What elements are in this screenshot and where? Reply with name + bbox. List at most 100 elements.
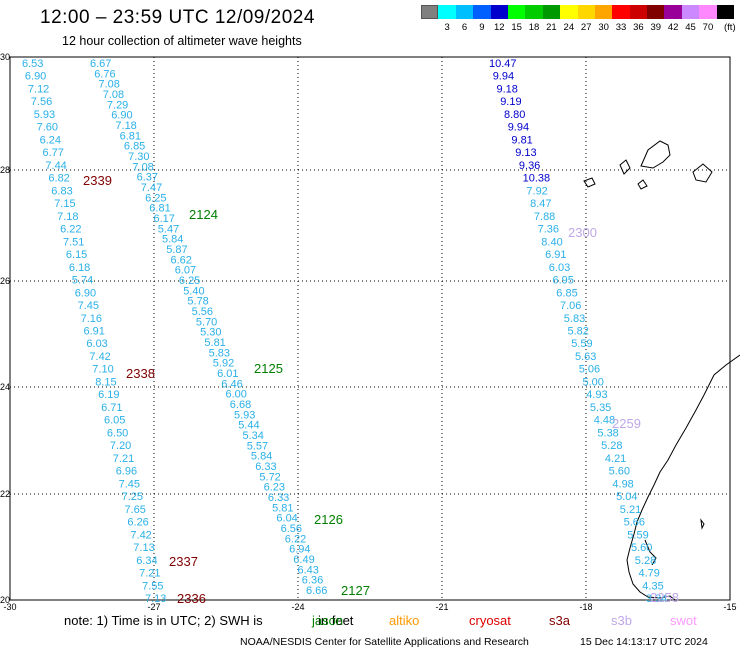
legend-swatch: [455, 5, 474, 19]
legend-label: 45: [685, 22, 696, 33]
legend-swatch: [421, 5, 439, 19]
wave-height-value: 6.76: [94, 68, 115, 80]
note-text: note: 1) Time is in UTC; 2) SWH is: [64, 613, 263, 628]
legend-label: 42: [667, 22, 679, 33]
wave-height-value: 7.08: [132, 161, 153, 173]
wave-height-value: 4.35: [642, 580, 663, 592]
wave-height-value: 5.78: [187, 296, 208, 308]
wave-height-value: 5.47: [158, 223, 179, 235]
legend-swatch: [507, 5, 526, 19]
legend-s3a: s3a: [549, 613, 570, 628]
legend-swatch: [664, 5, 682, 19]
wave-height-value: 5.81: [204, 337, 225, 349]
wave-height-value: 5.84: [251, 451, 272, 463]
footer-credit: NOAA/NESDIS Center for Satellite Applica…: [240, 636, 529, 648]
wave-height-value: 6.95: [553, 275, 574, 287]
pass-time-label: 2259: [612, 416, 641, 431]
pass-time-label: 2124: [189, 207, 218, 222]
pass-time-label: 2338: [126, 366, 155, 381]
wave-height-value: 6.90: [25, 71, 46, 83]
wave-height-value: 6.19: [98, 389, 119, 401]
pass-time-label: 2300: [568, 225, 597, 240]
wave-height-value: 6.66: [306, 585, 327, 597]
wave-height-value: 6.25: [145, 192, 166, 204]
legend-swatch: [716, 5, 735, 19]
wave-height-value: 6.07: [175, 265, 196, 277]
wave-height-value: 9.36: [519, 160, 540, 172]
legend-swatch: [542, 5, 561, 19]
wave-height-value: 7.08: [103, 89, 124, 101]
wave-height-value: 5.82: [568, 326, 589, 338]
wave-height-value: 6.26: [127, 517, 148, 529]
wave-height-value: 7.56: [31, 96, 52, 108]
track-c: 10.479.949.189.198.809.949.819.139.3610.…: [489, 58, 667, 605]
wave-height-value: 7.88: [534, 211, 555, 223]
lat-tick-label: 30: [0, 52, 10, 62]
wave-height-value: 6.91: [84, 326, 105, 338]
wave-height-value: 6.71: [101, 402, 122, 414]
coast-islet: [700, 518, 705, 530]
wave-height-value: 5.56: [192, 306, 213, 318]
legend-swatch: [699, 5, 717, 19]
wave-height-value: 6.33: [255, 461, 276, 473]
wave-height-value: 5.57: [247, 440, 268, 452]
legend-label: 12: [493, 22, 505, 33]
wave-height-value: 7.42: [89, 351, 110, 363]
wave-height-value: 6.81: [120, 130, 141, 142]
plot-frame: [9, 56, 731, 601]
wave-height-value: 7.15: [54, 198, 75, 210]
legend-label: 3: [444, 22, 450, 33]
wave-height-value: 7.30: [128, 151, 149, 163]
wave-height-value: 7.45: [119, 478, 140, 490]
wave-height-value: 7.25: [122, 491, 143, 503]
wave-height-value: 7.55: [142, 580, 163, 592]
wave-height-value: 6.85: [556, 287, 577, 299]
lat-tick-label: 22: [0, 489, 10, 499]
wave-height-value: 5.92: [213, 358, 234, 370]
wave-height-value: 8.80: [504, 109, 525, 121]
wave-height-value: 6.05: [104, 415, 125, 427]
axis-labels: -30 -27 -24 -21 -18 -15 30 28 26 24 22 20: [0, 52, 737, 612]
wave-height-value: 5.00: [583, 377, 604, 389]
wave-height-value: 3.34: [646, 593, 667, 605]
wave-height-value: 5.59: [571, 338, 592, 350]
legend-label: 18: [528, 22, 540, 33]
wave-height-value: 7.45: [78, 300, 99, 312]
legend-swatch: [490, 5, 508, 19]
wave-height-value: 6.81: [149, 203, 170, 215]
wave-height-value: 5.84: [162, 234, 183, 246]
wave-height-value: 4.48: [594, 415, 615, 427]
legend-swatch: [438, 5, 456, 19]
wave-height-value: 7.36: [538, 224, 559, 236]
canary-island-la-gomera: [637, 179, 648, 190]
wave-height-value: 5.72: [259, 471, 280, 483]
canary-island-la-palma: [619, 159, 631, 175]
wave-height-value: 10.47: [489, 58, 517, 70]
wave-height-value: 5.81: [272, 502, 293, 514]
wave-height-value: 6.18: [69, 262, 90, 274]
wave-height-value: 6.56: [281, 523, 302, 535]
note-units: in feet: [318, 613, 354, 628]
wave-height-value: 5.28: [635, 555, 656, 567]
legend-label: 15: [511, 22, 522, 33]
wave-height-value: 6.25: [179, 275, 200, 287]
legend-swatch: [681, 5, 700, 19]
wave-height-value: 6.85: [124, 141, 145, 153]
legend-swatches: [421, 5, 735, 19]
legend-label: 39: [650, 22, 662, 33]
wave-height-value: 8.15: [95, 377, 116, 389]
wave-height-value: 6.94: [289, 544, 310, 556]
legend-label: 27: [580, 22, 592, 33]
wave-height-value: 7.10: [92, 364, 113, 376]
wave-height-value: 6.22: [285, 533, 306, 545]
canary-island-tenerife: [640, 140, 671, 169]
wave-height-value: 6.37: [137, 172, 158, 184]
wave-height-value: 7.21: [139, 568, 160, 580]
wave-height-value: 7.92: [526, 185, 547, 197]
wave-height-value: 8.47: [530, 198, 551, 210]
lat-tick-label: 20: [0, 595, 10, 605]
lat-tick-label: 28: [0, 165, 10, 175]
wave-height-value: 7.12: [28, 84, 49, 96]
wave-height-value: 6.43: [298, 564, 319, 576]
wave-height-value: 8.40: [541, 236, 562, 248]
